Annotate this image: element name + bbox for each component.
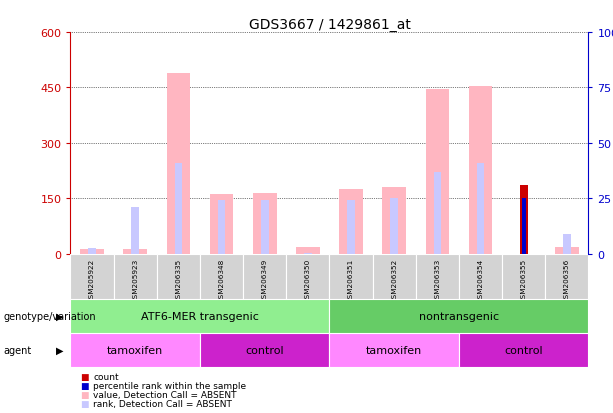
Bar <box>502 254 546 299</box>
Bar <box>113 254 157 299</box>
Bar <box>469 86 492 254</box>
Text: GSM206348: GSM206348 <box>219 258 224 302</box>
Text: GSM205923: GSM205923 <box>132 258 139 302</box>
Bar <box>286 254 330 299</box>
Text: ■: ■ <box>80 390 88 399</box>
Bar <box>70 333 200 367</box>
Text: GSM205922: GSM205922 <box>89 258 95 302</box>
Bar <box>218 201 226 254</box>
Text: control: control <box>504 345 543 355</box>
Bar <box>157 254 200 299</box>
Bar <box>330 254 373 299</box>
Text: nontransgenic: nontransgenic <box>419 311 499 321</box>
Text: ■: ■ <box>80 399 88 408</box>
Text: ▶: ▶ <box>56 345 64 355</box>
Text: GSM206354: GSM206354 <box>478 258 484 302</box>
Bar <box>546 254 588 299</box>
Bar <box>390 199 398 254</box>
Text: ATF6-MER transgenic: ATF6-MER transgenic <box>141 311 259 321</box>
Title: GDS3667 / 1429861_at: GDS3667 / 1429861_at <box>248 18 411 32</box>
Bar <box>433 172 441 254</box>
Bar <box>70 299 330 333</box>
Text: GSM206351: GSM206351 <box>348 258 354 302</box>
Bar <box>131 208 139 254</box>
Bar <box>253 193 276 254</box>
Bar <box>520 186 528 254</box>
Bar <box>70 254 113 299</box>
Bar <box>339 190 363 254</box>
Bar <box>416 254 459 299</box>
Text: tamoxifen: tamoxifen <box>107 345 164 355</box>
Text: GSM206350: GSM206350 <box>305 258 311 302</box>
Text: control: control <box>245 345 284 355</box>
Text: ▶: ▶ <box>56 311 64 321</box>
Bar <box>210 195 234 254</box>
Text: value, Detection Call = ABSENT: value, Detection Call = ABSENT <box>93 390 237 399</box>
Text: percentile rank within the sample: percentile rank within the sample <box>93 381 246 390</box>
Text: genotype/variation: genotype/variation <box>3 311 96 321</box>
Bar <box>477 164 484 254</box>
Bar <box>304 253 312 254</box>
Text: ■: ■ <box>80 372 88 381</box>
Text: agent: agent <box>3 345 31 355</box>
Text: ■: ■ <box>80 381 88 390</box>
Bar <box>459 254 502 299</box>
Text: rank, Detection Call = ABSENT: rank, Detection Call = ABSENT <box>93 399 232 408</box>
Bar <box>425 90 449 254</box>
Text: GSM206356: GSM206356 <box>564 258 570 302</box>
Bar <box>296 247 320 254</box>
Bar <box>522 199 526 254</box>
Bar <box>88 249 96 254</box>
Bar <box>175 164 182 254</box>
Text: tamoxifen: tamoxifen <box>366 345 422 355</box>
Bar <box>347 201 355 254</box>
Bar <box>243 254 286 299</box>
Bar <box>383 188 406 254</box>
Text: GSM206355: GSM206355 <box>520 258 527 302</box>
Text: GSM206353: GSM206353 <box>435 258 440 302</box>
Bar <box>373 254 416 299</box>
Bar <box>330 333 459 367</box>
Bar <box>200 254 243 299</box>
Bar <box>167 74 190 254</box>
Bar <box>555 247 579 254</box>
Bar <box>459 333 588 367</box>
Bar <box>200 333 330 367</box>
Text: GSM206352: GSM206352 <box>391 258 397 302</box>
Text: count: count <box>93 372 119 381</box>
Text: GSM206335: GSM206335 <box>175 258 181 302</box>
Bar <box>563 234 571 254</box>
Bar <box>330 299 588 333</box>
Bar <box>123 249 147 254</box>
Text: GSM206349: GSM206349 <box>262 258 268 302</box>
Bar <box>80 249 104 254</box>
Bar <box>261 201 268 254</box>
